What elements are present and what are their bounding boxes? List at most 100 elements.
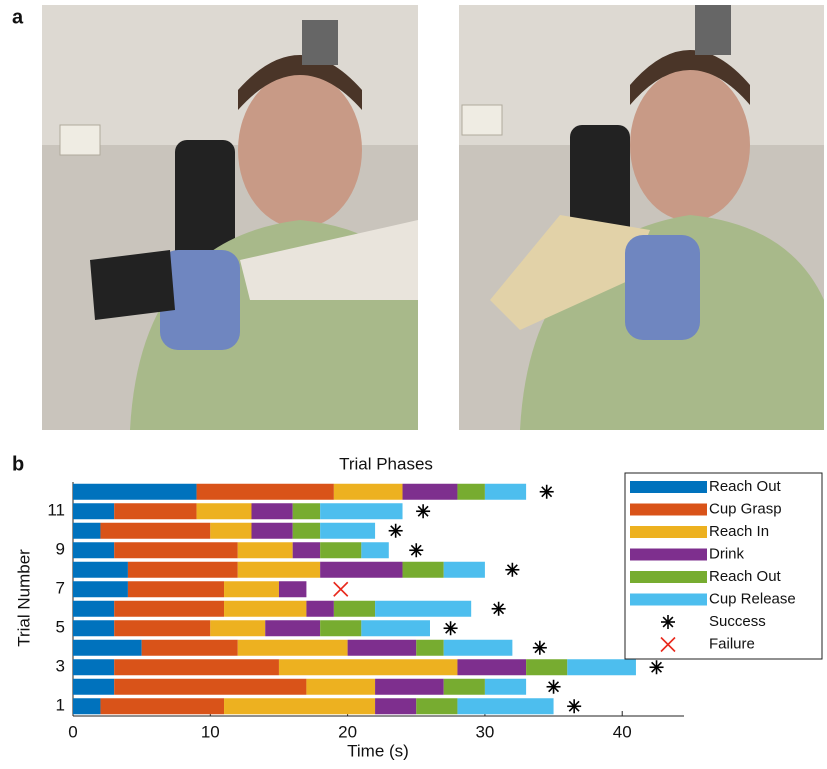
- bar-segment: [114, 679, 306, 695]
- legend-swatch: [630, 549, 707, 561]
- bar-segment: [416, 698, 457, 714]
- outcome-marker: [505, 563, 519, 577]
- bar-segment: [457, 484, 484, 500]
- legend-swatch: [630, 571, 707, 583]
- bar-segment: [238, 640, 348, 656]
- bar-segment: [238, 542, 293, 558]
- photo-right: [459, 5, 824, 430]
- bar-segment: [73, 620, 114, 636]
- outcome-marker: [650, 660, 664, 674]
- bar-segment: [320, 542, 361, 558]
- x-tick-label: 0: [68, 722, 77, 741]
- bar-segment: [114, 542, 238, 558]
- bar-segment: [567, 659, 636, 675]
- device: [695, 5, 731, 55]
- legend-swatch: [630, 481, 707, 493]
- bar-segment: [403, 562, 444, 578]
- y-tick-label: 1: [56, 696, 65, 715]
- legend-symbol: [661, 615, 675, 629]
- outcome-marker: [389, 524, 403, 538]
- chart-title: Trial Phases: [339, 454, 433, 473]
- bar-segment: [114, 601, 224, 617]
- outcome-marker: [444, 621, 458, 635]
- bar-segment: [128, 562, 238, 578]
- bar-segment: [279, 581, 306, 597]
- bar-segment: [320, 503, 402, 519]
- bar-segment: [238, 562, 320, 578]
- bar-segment: [361, 542, 388, 558]
- outlet: [462, 105, 502, 135]
- bar-segment: [306, 601, 333, 617]
- bar-segment: [73, 523, 100, 539]
- bar-segment: [100, 698, 224, 714]
- bar-segment: [142, 640, 238, 656]
- bar-segment: [224, 601, 306, 617]
- bar-segment: [375, 698, 416, 714]
- legend-swatch: [630, 504, 707, 516]
- y-tick-label: 7: [56, 579, 65, 598]
- bar-segment: [197, 503, 252, 519]
- x-tick-label: 40: [613, 722, 632, 741]
- x-axis-title: Time (s): [347, 741, 409, 760]
- bar-segment: [320, 562, 402, 578]
- bar-segment: [114, 659, 279, 675]
- bar-segment: [334, 484, 403, 500]
- bar-segment: [444, 640, 513, 656]
- bar-segment: [210, 523, 251, 539]
- bar-segment: [73, 484, 197, 500]
- legend-swatch: [630, 526, 707, 538]
- bar-segment: [210, 620, 265, 636]
- bar-segment: [320, 620, 361, 636]
- bar-segment: [334, 601, 375, 617]
- bar-segment: [444, 562, 485, 578]
- y-tick-label: 9: [56, 540, 65, 559]
- legend-label: Drink: [709, 545, 745, 562]
- bar-segment: [416, 640, 443, 656]
- bar-segment: [73, 601, 114, 617]
- bar-segment: [457, 659, 526, 675]
- legend-label: Cup Grasp: [709, 500, 782, 517]
- bar-segment: [128, 581, 224, 597]
- bar-segment: [403, 484, 458, 500]
- bar-segment: [265, 620, 320, 636]
- bar-segment: [73, 679, 114, 695]
- bar-segment: [320, 523, 375, 539]
- bar-segment: [197, 484, 334, 500]
- outcome-marker: [409, 543, 423, 557]
- bar-segment: [114, 503, 196, 519]
- panel-label: b: [12, 453, 24, 475]
- x-tick-label: 10: [201, 722, 220, 741]
- bar-segment: [361, 620, 430, 636]
- y-tick-label: 5: [56, 618, 65, 637]
- bar-segment: [375, 601, 471, 617]
- bar-segment: [73, 698, 100, 714]
- bar-segment: [444, 679, 485, 695]
- y-axis-title: Trial Number: [14, 549, 33, 647]
- bar-segment: [73, 659, 114, 675]
- bar-segment: [485, 679, 526, 695]
- bar-segment: [100, 523, 210, 539]
- outcome-marker: [533, 641, 547, 655]
- outcome-marker: [416, 504, 430, 518]
- bar-segment: [293, 523, 320, 539]
- outcome-marker: [547, 680, 561, 694]
- legend-label: Reach Out: [709, 568, 782, 585]
- bar-segment: [224, 581, 279, 597]
- photo-left: [42, 5, 418, 430]
- head: [238, 72, 362, 228]
- bar-segment: [73, 562, 128, 578]
- panel-label: a: [12, 6, 24, 28]
- outlet: [60, 125, 100, 155]
- bar-segment: [224, 698, 375, 714]
- outcome-marker: [492, 602, 506, 616]
- x-tick-label: 20: [338, 722, 357, 741]
- bar-segment: [375, 679, 444, 695]
- legend-label: Cup Release: [709, 590, 796, 607]
- bar-segment: [73, 640, 142, 656]
- cup: [625, 235, 700, 340]
- bar-segment: [293, 503, 320, 519]
- outcome-marker: [540, 485, 554, 499]
- legend-label: Reach Out: [709, 478, 782, 495]
- bar-segment: [73, 581, 128, 597]
